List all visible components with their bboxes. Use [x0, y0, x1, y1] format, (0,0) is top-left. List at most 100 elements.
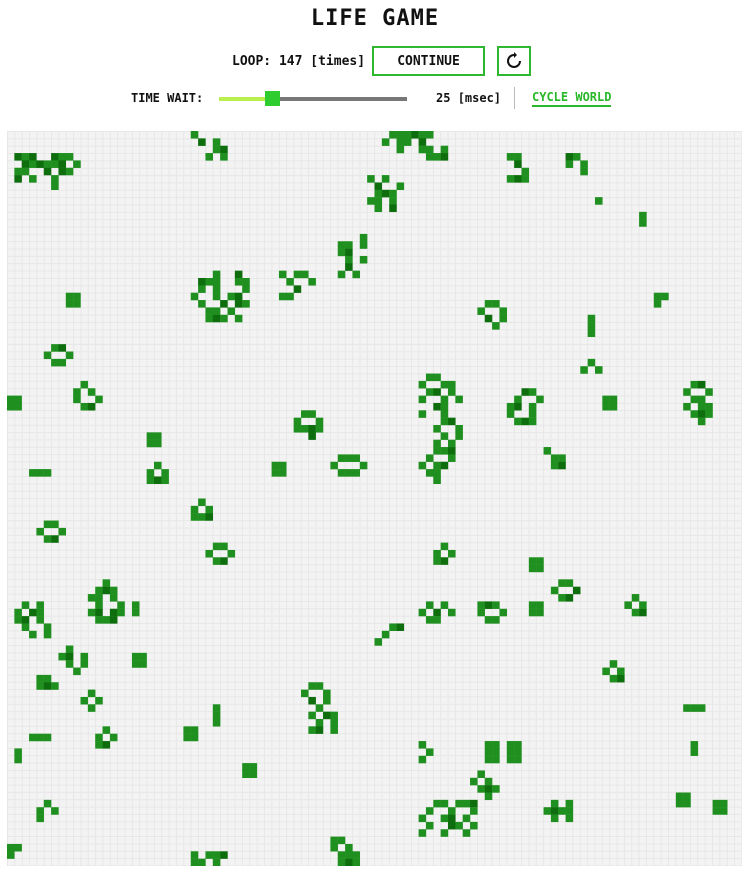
live-cell[interactable] — [330, 711, 338, 720]
live-cell[interactable] — [301, 425, 309, 433]
live-cell[interactable] — [65, 351, 74, 360]
live-cell[interactable] — [43, 682, 52, 690]
live-cell[interactable] — [95, 733, 103, 742]
live-cell[interactable] — [374, 204, 383, 213]
live-cell[interactable] — [212, 270, 221, 279]
live-cell[interactable] — [212, 314, 221, 323]
live-cell[interactable] — [43, 535, 52, 543]
live-cell[interactable] — [278, 469, 287, 477]
live-cell[interactable] — [205, 851, 213, 859]
live-cell[interactable] — [433, 373, 441, 382]
live-cell[interactable] — [418, 410, 427, 418]
live-cell[interactable] — [609, 395, 618, 404]
live-cell[interactable] — [205, 505, 213, 514]
live-cell[interactable] — [43, 469, 52, 477]
live-cell[interactable] — [425, 616, 434, 624]
live-cell[interactable] — [36, 608, 44, 617]
live-cell[interactable] — [36, 601, 44, 609]
live-cell[interactable] — [29, 153, 37, 161]
live-cell[interactable] — [719, 799, 728, 808]
live-cell[interactable] — [14, 153, 22, 161]
live-cell[interactable] — [36, 814, 44, 823]
live-cell[interactable] — [440, 145, 449, 154]
live-cell[interactable] — [433, 153, 441, 161]
live-cell[interactable] — [352, 270, 360, 279]
live-cell[interactable] — [212, 704, 221, 712]
live-cell[interactable] — [212, 858, 221, 866]
live-cell[interactable] — [109, 733, 118, 742]
live-cell[interactable] — [609, 660, 618, 668]
live-cell[interactable] — [117, 608, 125, 617]
live-cell[interactable] — [14, 402, 22, 411]
live-cell[interactable] — [58, 153, 66, 161]
live-cell[interactable] — [190, 131, 199, 139]
live-cell[interactable] — [308, 682, 316, 690]
live-cell[interactable] — [205, 278, 213, 286]
live-cell[interactable] — [609, 402, 618, 411]
live-cell[interactable] — [43, 351, 52, 360]
live-cell[interactable] — [470, 807, 478, 815]
live-cell[interactable] — [205, 307, 213, 315]
live-cell[interactable] — [65, 645, 74, 654]
live-cell[interactable] — [492, 601, 500, 609]
live-cell[interactable] — [242, 285, 250, 293]
live-cell[interactable] — [345, 858, 353, 866]
live-cell[interactable] — [617, 667, 625, 676]
live-cell[interactable] — [550, 461, 559, 470]
live-cell[interactable] — [330, 843, 338, 852]
live-cell[interactable] — [337, 270, 346, 279]
live-cell[interactable] — [51, 160, 59, 168]
live-cell[interactable] — [242, 763, 250, 771]
live-cell[interactable] — [73, 388, 81, 396]
live-cell[interactable] — [572, 586, 581, 595]
live-cell[interactable] — [21, 167, 30, 176]
live-cell[interactable] — [565, 579, 574, 587]
live-cell[interactable] — [220, 314, 228, 323]
live-cell[interactable] — [550, 807, 559, 815]
live-cell[interactable] — [580, 366, 588, 374]
live-cell[interactable] — [301, 410, 309, 418]
live-cell[interactable] — [212, 557, 221, 565]
live-cell[interactable] — [374, 182, 383, 190]
live-cell[interactable] — [65, 300, 74, 308]
live-cell[interactable] — [433, 388, 441, 396]
live-cell[interactable] — [293, 417, 302, 426]
live-cell[interactable] — [65, 660, 74, 668]
live-cell[interactable] — [440, 461, 449, 470]
live-cell[interactable] — [440, 417, 449, 426]
live-cell[interactable] — [425, 601, 434, 609]
live-cell[interactable] — [146, 439, 155, 448]
live-cell[interactable] — [719, 807, 728, 815]
live-cell[interactable] — [477, 601, 485, 609]
live-cell[interactable] — [492, 300, 500, 308]
live-cell[interactable] — [477, 770, 485, 778]
live-cell[interactable] — [661, 292, 669, 301]
live-cell[interactable] — [433, 425, 441, 433]
live-cell[interactable] — [51, 344, 59, 352]
live-cell[interactable] — [506, 748, 515, 756]
live-cell[interactable] — [308, 711, 316, 720]
live-cell[interactable] — [73, 160, 81, 168]
live-cell[interactable] — [653, 300, 662, 308]
live-cell[interactable] — [528, 601, 537, 609]
live-cell[interactable] — [595, 366, 603, 374]
live-cell[interactable] — [455, 821, 463, 830]
live-cell[interactable] — [212, 278, 221, 286]
live-cell[interactable] — [617, 674, 625, 683]
live-cell[interactable] — [550, 454, 559, 462]
live-cell[interactable] — [315, 425, 324, 433]
live-cell[interactable] — [433, 402, 441, 411]
live-cell[interactable] — [146, 476, 155, 484]
live-cell[interactable] — [440, 380, 449, 389]
live-cell[interactable] — [87, 402, 96, 411]
live-cell[interactable] — [278, 461, 287, 470]
live-cell[interactable] — [271, 469, 280, 477]
live-cell[interactable] — [484, 300, 493, 308]
live-cell[interactable] — [565, 807, 574, 815]
live-cell[interactable] — [462, 814, 471, 823]
live-cell[interactable] — [440, 814, 449, 823]
live-cell[interactable] — [484, 601, 493, 609]
live-cell[interactable] — [558, 454, 566, 462]
live-cell[interactable] — [21, 616, 30, 624]
live-cell[interactable] — [440, 799, 449, 808]
